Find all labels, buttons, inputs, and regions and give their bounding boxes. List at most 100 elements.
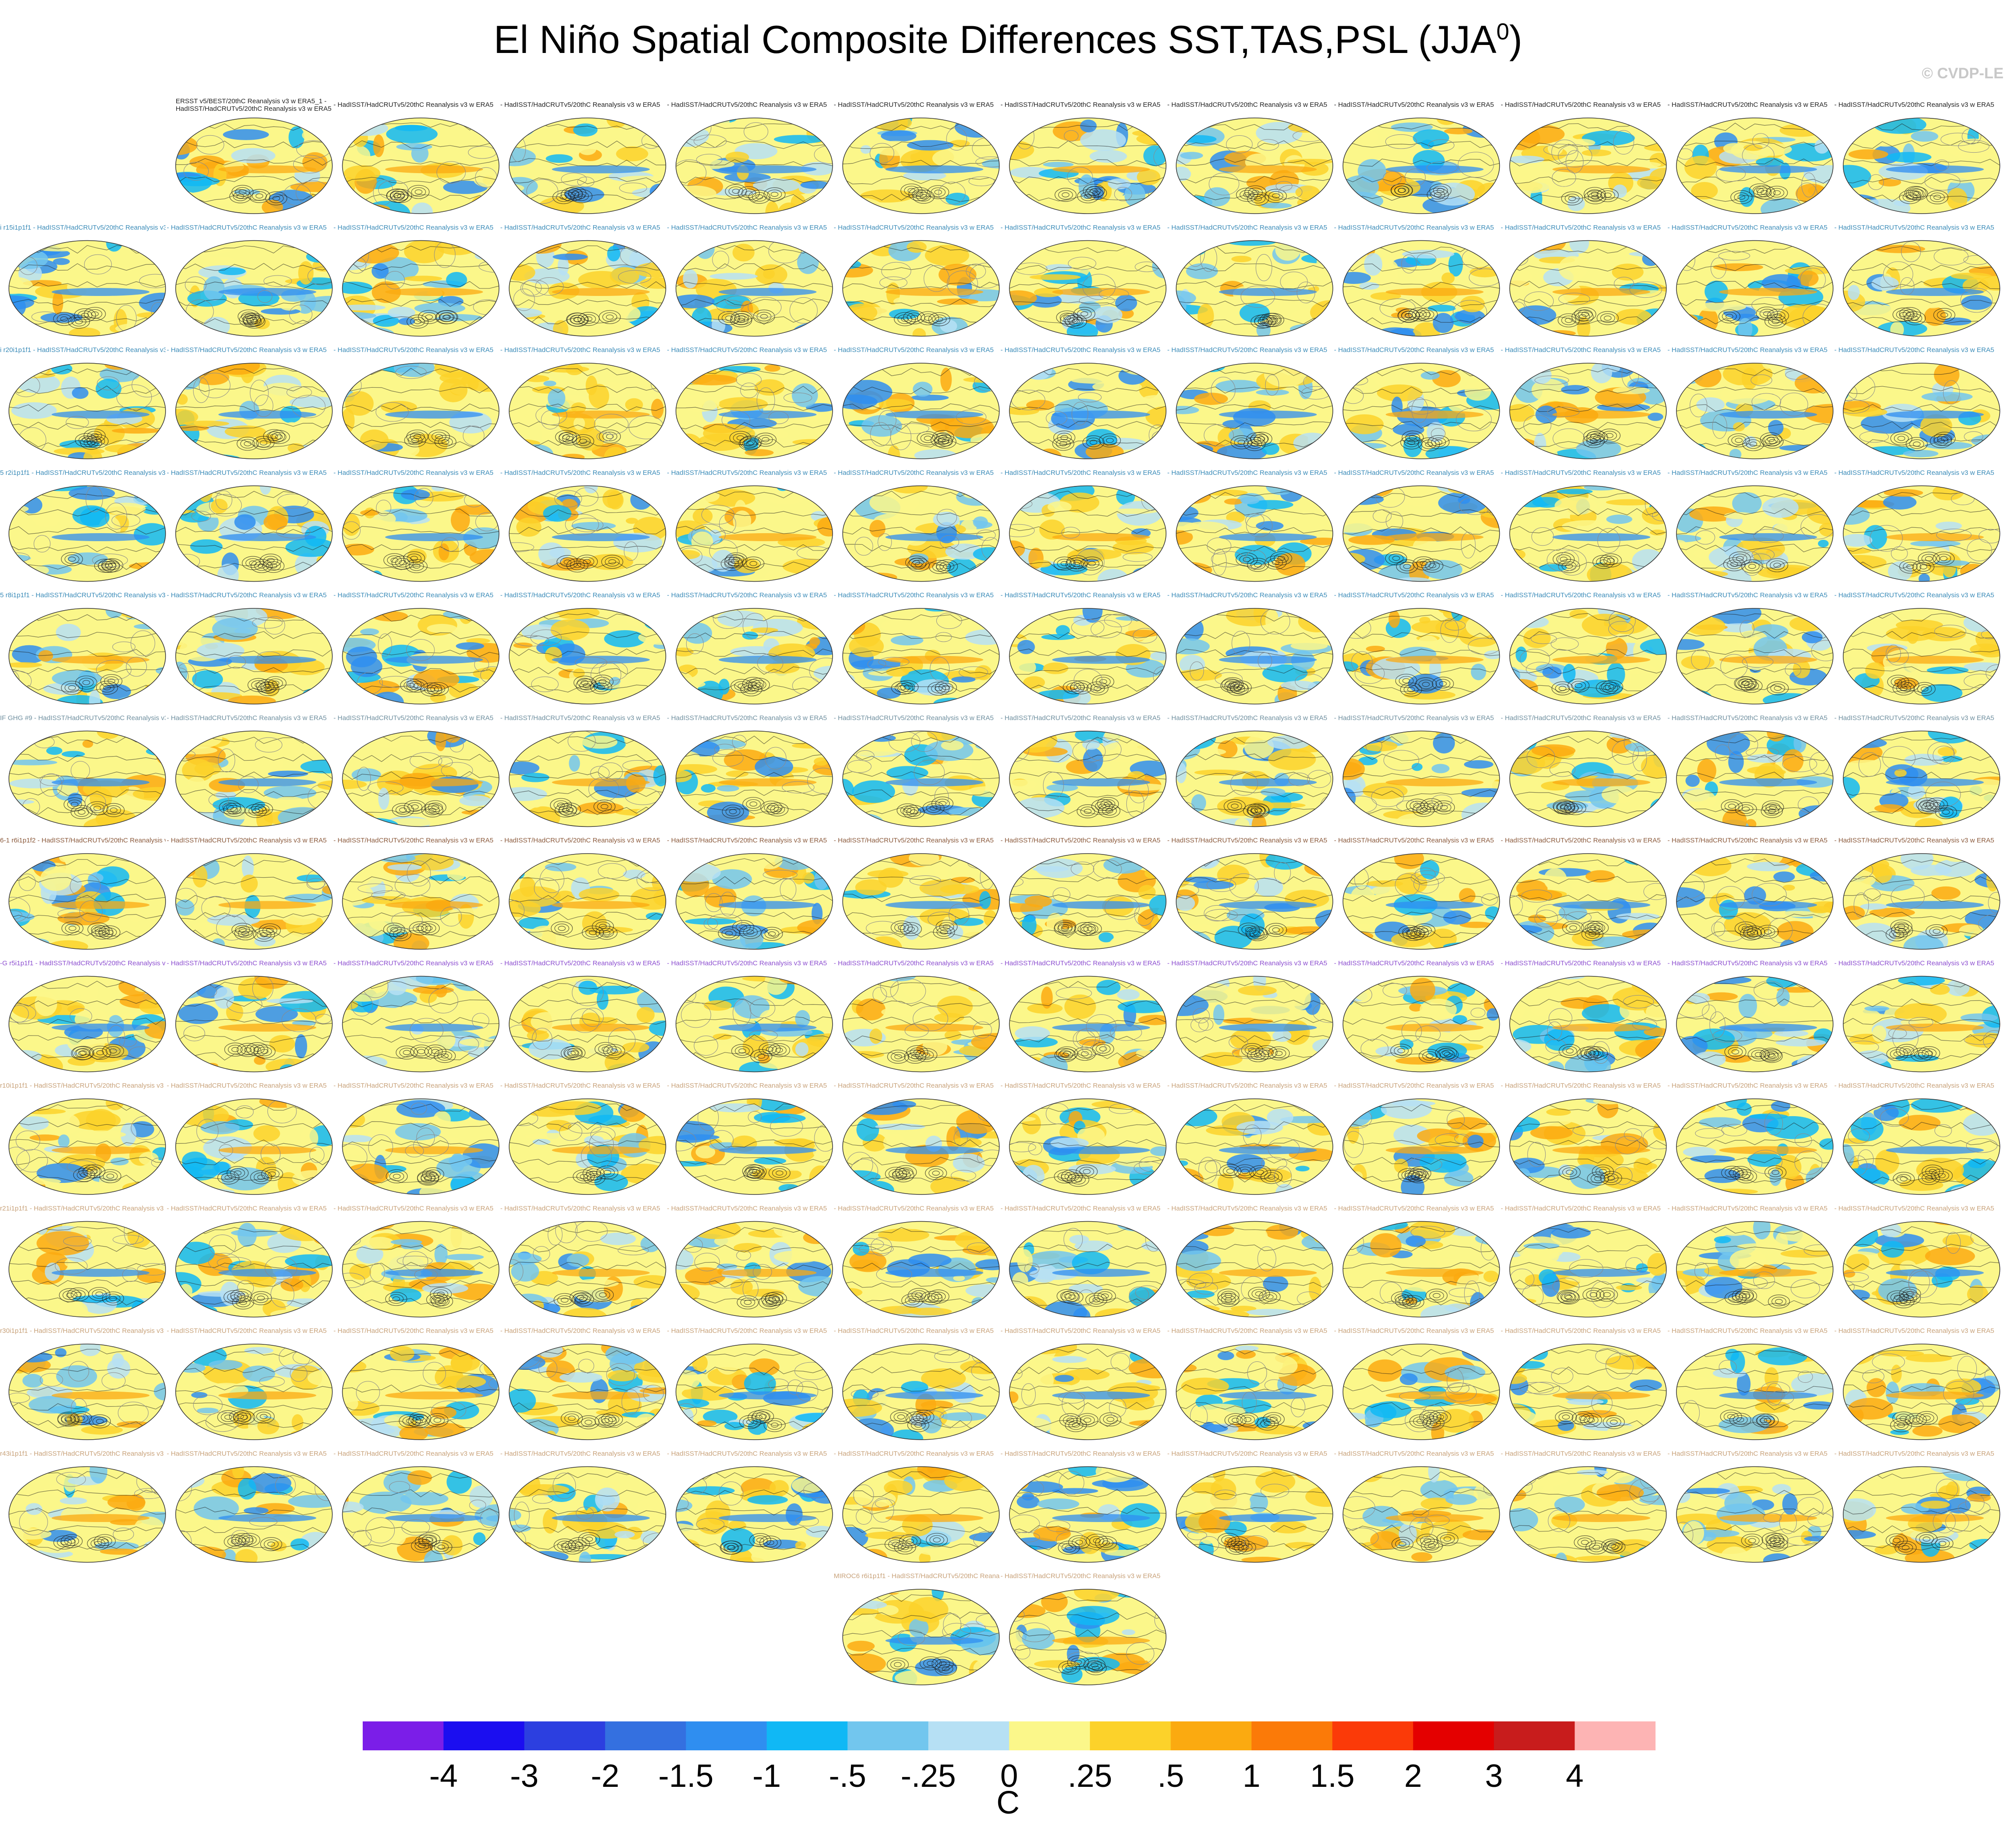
panel-label: - HadISST/HadCRUTv5/20thC Reanalysis v3 … — [1167, 591, 1328, 599]
panel-label: r21i1p1f1 - HadISST/HadCRUTv5/20thC Rean… — [0, 1204, 166, 1212]
panel-label: - HadISST/HadCRUTv5/20thC Reanalysis v3 … — [1501, 714, 1661, 722]
panel-label: - HadISST/HadCRUTv5/20thC Reanalysis v3 … — [1167, 1204, 1328, 1212]
panel-label: - HadISST/HadCRUTv5/20thC Reanalysis v3 … — [1501, 346, 1661, 354]
map-panel — [1676, 1099, 1833, 1194]
map-outline — [342, 1466, 500, 1563]
panel-label: - HadISST/HadCRUTv5/20thC Reanalysis v3 … — [1334, 591, 1494, 599]
panel-label: - HadISST/HadCRUTv5/20thC Reanalysis v3 … — [1167, 714, 1328, 722]
panel-label: -G r5i1p1f1 - HadISST/HadCRUTv5/20thC Re… — [0, 959, 166, 967]
map-outline — [842, 240, 1000, 337]
panel-label: - HadISST/HadCRUTv5/20thC Reanalysis v3 … — [667, 959, 827, 967]
panel-label: - HadISST/HadCRUTv5/20thC Reanalysis v3 … — [1000, 101, 1161, 109]
panel-label: - HadISST/HadCRUTv5/20thC Reanalysis v3 … — [1167, 959, 1328, 967]
map-outline — [1842, 730, 2000, 827]
map-outline — [1176, 1221, 1333, 1318]
map-panel — [1343, 118, 1500, 214]
colorbar-tick-label: -.5 — [829, 1758, 866, 1794]
panel-label: - HadISST/HadCRUTv5/20thC Reanalysis v3 … — [500, 1449, 660, 1457]
map-panel — [676, 1344, 833, 1440]
colorbar-swatch — [1009, 1721, 1090, 1750]
map-outline — [1009, 976, 1166, 1073]
map-outline — [676, 1344, 833, 1440]
map-panel — [1176, 608, 1333, 704]
panel-label: - HadISST/HadCRUTv5/20thC Reanalysis v3 … — [667, 101, 827, 109]
map-outline — [842, 730, 1000, 827]
panel-label: - HadISST/HadCRUTv5/20thC Reanalysis v3 … — [1834, 1327, 1994, 1335]
map-panel — [509, 1466, 666, 1563]
panel-label: 6-1 r6i1p1f2 - HadISST/HadCRUTv5/20thC R… — [0, 837, 166, 844]
map-outline — [1176, 240, 1333, 337]
map-outline — [8, 1344, 166, 1440]
map-panel — [1676, 608, 1833, 704]
map-panel — [342, 976, 499, 1072]
map-outline — [1842, 363, 2000, 459]
map-panel — [509, 240, 666, 336]
map-outline — [1009, 240, 1166, 337]
map-outline — [342, 485, 500, 582]
map-panel — [842, 1466, 1000, 1563]
map-panel — [1009, 1344, 1166, 1440]
map-panel — [1676, 854, 1833, 949]
map-panel — [342, 363, 499, 459]
map-outline — [1176, 1098, 1333, 1195]
panel-label: - HadISST/HadCRUTv5/20thC Reanalysis v3 … — [1000, 469, 1161, 477]
panel-label: - HadISST/HadCRUTv5/20thC Reanalysis v3 … — [500, 1082, 660, 1089]
map-panel — [342, 1099, 499, 1194]
map-outline — [8, 1221, 166, 1318]
map-panel — [1176, 731, 1333, 827]
map-outline — [842, 1589, 1000, 1685]
map-panel — [342, 1221, 499, 1317]
map-panel — [9, 1221, 166, 1317]
colorbar-swatch — [363, 1721, 444, 1750]
map-panel — [9, 731, 166, 827]
panel-label: - HadISST/HadCRUTv5/20thC Reanalysis v3 … — [1334, 837, 1494, 844]
map-outline — [1176, 1466, 1333, 1563]
map-outline — [1176, 730, 1333, 827]
colorbar-tick-label: 4 — [1566, 1758, 1584, 1794]
map-panel — [1009, 854, 1166, 949]
map-outline — [342, 1221, 500, 1318]
map-outline — [1842, 1098, 2000, 1195]
map-outline — [509, 240, 666, 337]
panel-label: - HadISST/HadCRUTv5/20thC Reanalysis v3 … — [333, 837, 494, 844]
map-panel — [9, 608, 166, 704]
map-panel — [1510, 240, 1667, 336]
panel-label: - HadISST/HadCRUTv5/20thC Reanalysis v3 … — [1334, 959, 1494, 967]
map-panel — [1843, 854, 2000, 949]
map-panel — [1510, 1221, 1667, 1317]
map-panel — [1676, 240, 1833, 336]
colorbar-units-label: C — [996, 1785, 1020, 1821]
panel-label: - HadISST/HadCRUTv5/20thC Reanalysis v3 … — [166, 959, 327, 967]
map-panel — [9, 1099, 166, 1194]
panel-label: - HadISST/HadCRUTv5/20thC Reanalysis v3 … — [667, 1082, 827, 1089]
map-outline — [1842, 976, 2000, 1073]
panel-label: - HadISST/HadCRUTv5/20thC Reanalysis v3 … — [333, 1327, 494, 1335]
panel-label: - HadISST/HadCRUTv5/20thC Reanalysis v3 … — [1334, 1082, 1494, 1089]
map-outline — [342, 1344, 500, 1440]
map-panel — [1176, 363, 1333, 459]
map-outline — [175, 1221, 333, 1318]
panel-label: r43i1p1f1 - HadISST/HadCRUTv5/20thC Rean… — [0, 1449, 166, 1457]
colorbar-swatch — [1413, 1721, 1494, 1750]
map-outline — [1009, 117, 1166, 214]
colorbar-tick-label: .5 — [1157, 1758, 1184, 1794]
map-panel — [842, 854, 1000, 949]
map-outline — [1842, 608, 2000, 704]
panel-label: - HadISST/HadCRUTv5/20thC Reanalysis v3 … — [1668, 223, 1828, 231]
map-outline — [1009, 1221, 1166, 1318]
map-outline — [8, 363, 166, 459]
panel-label: - HadISST/HadCRUTv5/20thC Reanalysis v3 … — [500, 346, 660, 354]
map-outline — [342, 240, 500, 337]
map-outline — [1842, 240, 2000, 337]
map-panel — [842, 608, 1000, 704]
panel-label: i r20i1p1f1 - HadISST/HadCRUTv5/20thC Re… — [0, 346, 166, 354]
panel-label: - HadISST/HadCRUTv5/20thC Reanalysis v3 … — [1167, 1327, 1328, 1335]
map-panel — [1510, 976, 1667, 1072]
map-outline — [175, 240, 333, 337]
panel-label: - HadISST/HadCRUTv5/20thC Reanalysis v3 … — [834, 1204, 994, 1212]
map-panel — [509, 363, 666, 459]
colorbar-swatch — [605, 1721, 686, 1750]
panel-label: - HadISST/HadCRUTv5/20thC Reanalysis v3 … — [1000, 837, 1161, 844]
map-panel — [175, 1221, 332, 1317]
map-panel — [175, 731, 332, 827]
